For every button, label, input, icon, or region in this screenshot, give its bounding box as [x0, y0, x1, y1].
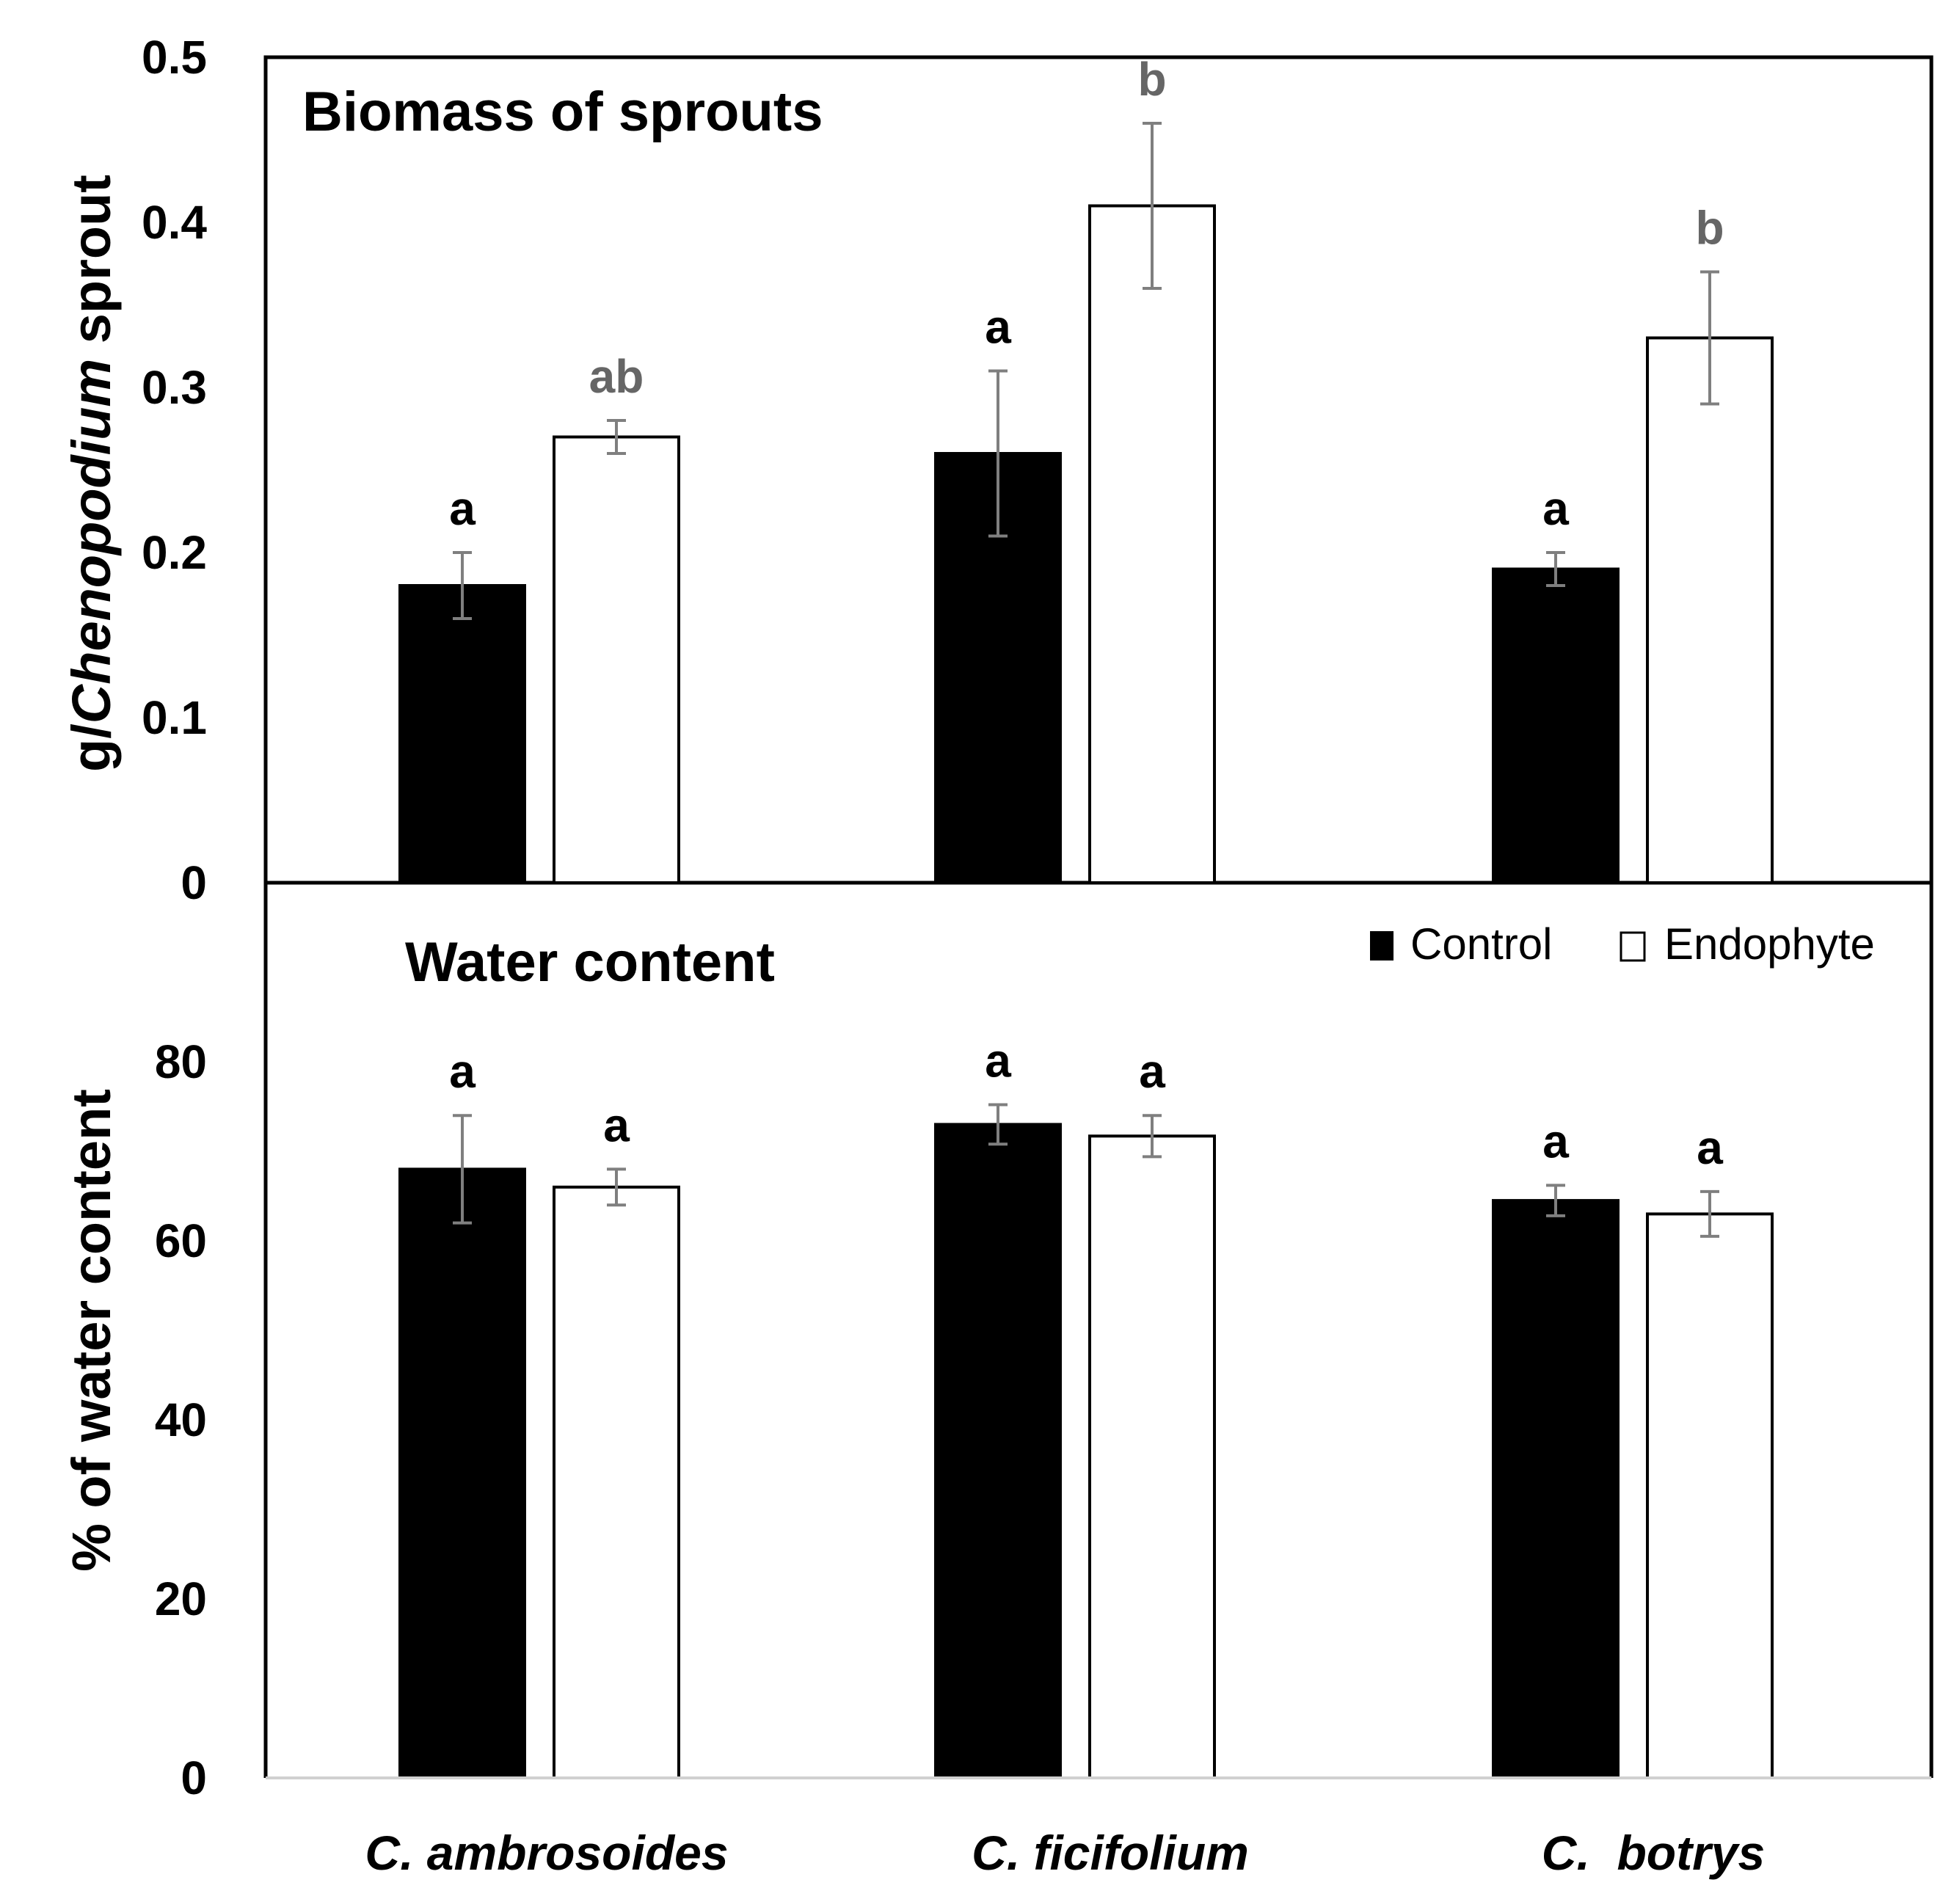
top-y-tick-3: 0.3	[142, 361, 207, 414]
top-sig-letter-endophyte-2: b	[1695, 202, 1724, 255]
top-sig-letter-control-2: a	[1542, 482, 1569, 535]
bottom-panel-bars: a a a a a a	[398, 1035, 1774, 1780]
top-y-tick-2: 0.2	[142, 526, 207, 579]
top-y-tick-5: 0.5	[142, 31, 207, 84]
legend-endophyte-label: Endophyte	[1664, 919, 1875, 969]
top-y-label-prefix: g/	[61, 723, 122, 772]
top-y-axis-label: g/Chenopodium sprout	[61, 175, 122, 772]
bottom-bar-control-2	[1492, 1199, 1620, 1779]
top-panel-y-ticks: 0 0.1 0.2 0.3 0.4 0.5	[142, 31, 207, 909]
legend-control-swatch	[1370, 931, 1394, 961]
bottom-bar-endophyte-2	[1646, 1212, 1774, 1779]
category-label-botrys: C. botrys	[1542, 1826, 1765, 1880]
legend-endophyte-swatch	[1620, 931, 1646, 962]
top-panel-bars: a a a ab b b	[398, 53, 1774, 884]
bottom-sig-letter-control-0: a	[449, 1045, 476, 1098]
bottom-bar-control-0	[398, 1167, 526, 1779]
top-bar-control-0	[398, 584, 526, 884]
top-sig-letter-control-0: a	[449, 482, 476, 535]
bottom-sig-letter-endophyte-0: a	[603, 1098, 630, 1151]
top-y-label-italic: Chenopodium	[61, 359, 122, 723]
bottom-panel-y-ticks: 0 20 40 60 80	[155, 1035, 207, 1804]
top-bar-endophyte-1	[1088, 204, 1216, 884]
bottom-sig-letter-control-1: a	[985, 1035, 1011, 1087]
top-sig-letter-control-1: a	[985, 301, 1011, 354]
category-label-ambrosoides: C. ambrosoides	[365, 1826, 728, 1880]
top-bar-control-2	[1492, 567, 1620, 884]
top-y-tick-1: 0.1	[142, 691, 207, 744]
bottom-panel-title: Water content	[405, 931, 775, 994]
bottom-y-tick-3: 60	[155, 1214, 207, 1267]
legend-control-label: Control	[1410, 919, 1552, 969]
bottom-y-tick-2: 40	[155, 1393, 207, 1446]
bottom-bar-endophyte-0	[553, 1185, 680, 1780]
bottom-sig-letter-control-2: a	[1542, 1115, 1569, 1167]
bottom-y-tick-1: 20	[155, 1572, 207, 1625]
top-sig-letter-endophyte-1: b	[1137, 53, 1166, 106]
top-y-label-suffix: sprout	[61, 175, 122, 359]
category-label-ficifolium: C. ficifolium	[972, 1826, 1249, 1880]
bottom-bar-control-1	[934, 1123, 1062, 1779]
top-bar-endophyte-0	[553, 435, 680, 884]
bottom-bar-endophyte-1	[1088, 1134, 1216, 1779]
top-bar-endophyte-2	[1646, 336, 1774, 884]
top-sig-letter-endophyte-0: ab	[589, 350, 644, 403]
top-y-tick-4: 0.4	[142, 196, 207, 249]
bottom-sig-letter-endophyte-1: a	[1139, 1045, 1165, 1098]
bottom-y-tick-0: 0	[181, 1752, 207, 1804]
top-panel-title: Biomass of sprouts	[302, 81, 823, 143]
bottom-y-tick-4: 80	[155, 1035, 207, 1088]
bottom-sig-letter-endophyte-2: a	[1697, 1121, 1723, 1174]
top-y-tick-0: 0	[181, 856, 207, 909]
bottom-y-axis-label: % of water content	[61, 1089, 122, 1572]
